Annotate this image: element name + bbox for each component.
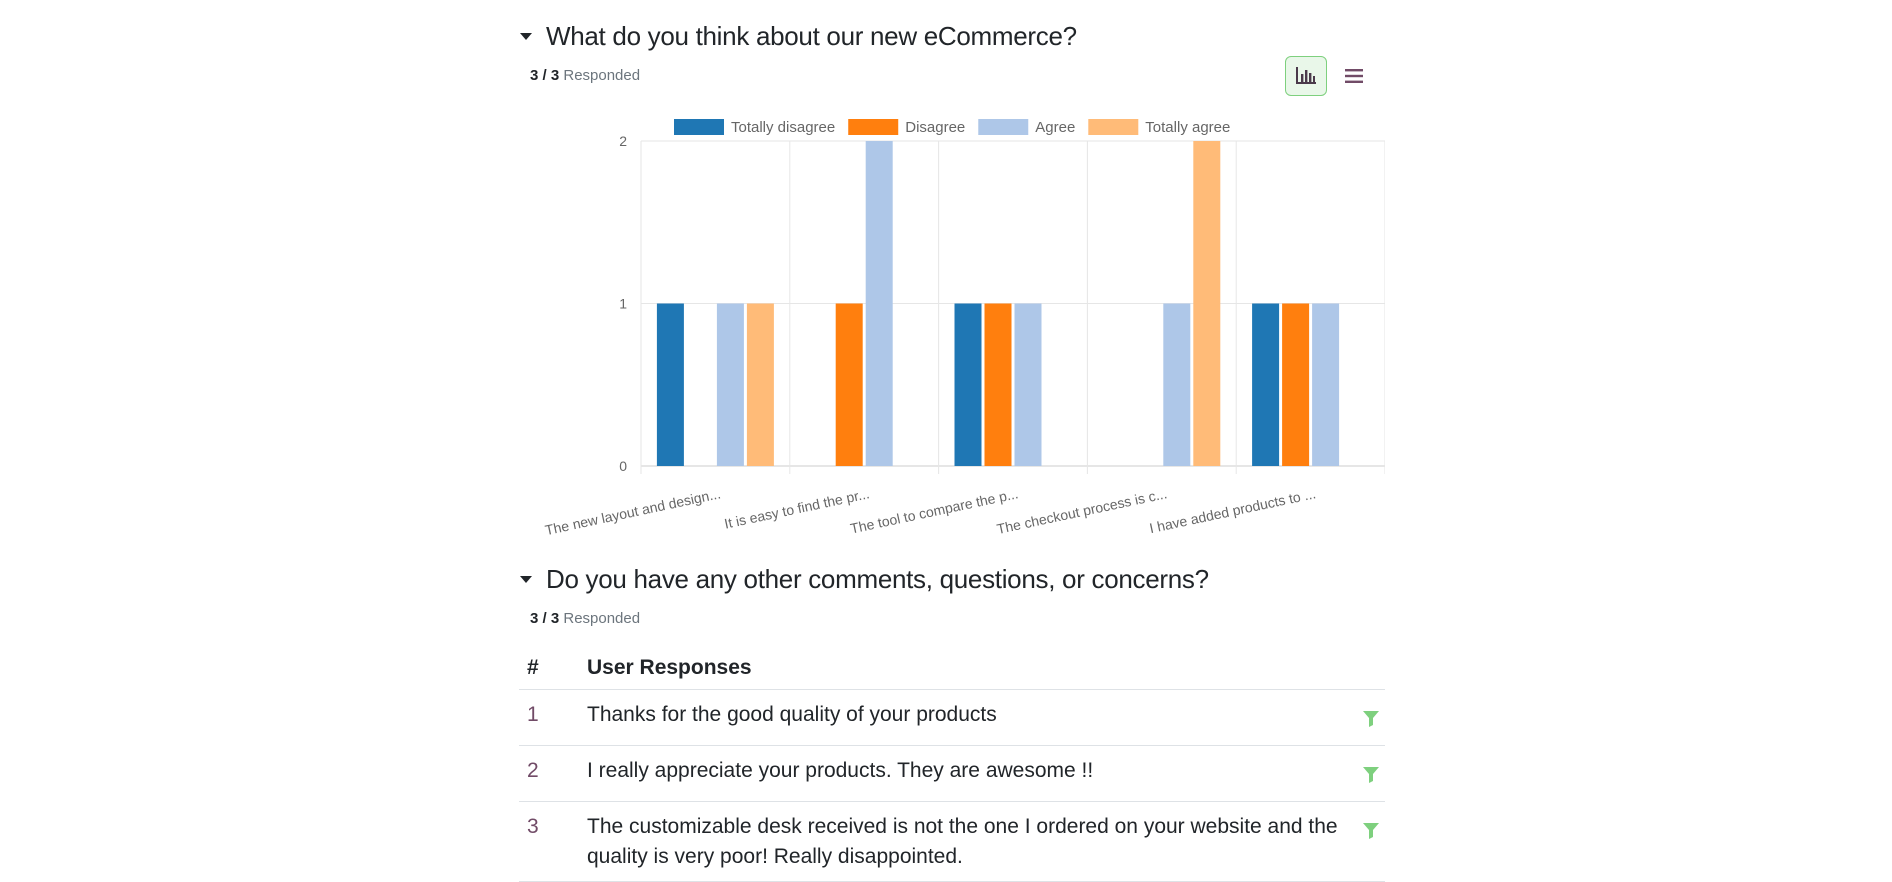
- filter-icon[interactable]: [1363, 762, 1379, 792]
- legend-label: Totally agree: [1145, 119, 1230, 136]
- column-header-number: #: [519, 647, 587, 690]
- collapse-caret-icon[interactable]: [520, 32, 532, 40]
- user-responses-table: # User Responses 1 Thanks for the good q…: [519, 647, 1385, 882]
- row-number: 3: [519, 801, 587, 882]
- column-header-responses: User Responses: [587, 647, 1351, 690]
- graph-view-button[interactable]: [1285, 56, 1327, 96]
- bar: [716, 303, 744, 466]
- bar: [746, 303, 774, 466]
- responded-label: Responded: [563, 609, 641, 627]
- question-2-responded: 3 / 3 Responded: [519, 603, 1385, 633]
- legend-label: Totally disagree: [731, 119, 835, 136]
- y-tick-label: 2: [619, 133, 627, 149]
- question-1-responded: 3 / 3 Responded: [519, 60, 1385, 90]
- question-2-header[interactable]: Do you have any other comments, question…: [519, 555, 1385, 603]
- bar: [865, 141, 893, 466]
- legend-label: Disagree: [905, 119, 965, 136]
- table-row: 2 I really appreciate your products. The…: [519, 745, 1385, 802]
- y-tick-label: 1: [619, 296, 627, 312]
- legend-swatch: [1088, 119, 1139, 135]
- x-tick-label: I have added products to ...: [1148, 485, 1317, 536]
- bar: [984, 303, 1012, 466]
- row-number: 1: [519, 689, 587, 746]
- responded-label: Responded: [563, 66, 641, 84]
- y-tick-label: 0: [619, 458, 627, 474]
- bar: [954, 303, 982, 466]
- responded-count: 3 / 3: [530, 609, 560, 627]
- bar: [1282, 303, 1310, 466]
- table-row: 3 The customizable desk received is not …: [519, 801, 1385, 882]
- view-toggle: [1285, 56, 1375, 96]
- x-tick-label: The new layout and design...: [544, 485, 722, 536]
- survey-results: What do you think about our new eCommerc…: [519, 0, 1385, 882]
- response-text: Thanks for the good quality of your prod…: [587, 689, 1351, 746]
- bar: [1014, 303, 1042, 466]
- responded-count: 3 / 3: [530, 66, 560, 84]
- question-2-title: Do you have any other comments, question…: [546, 563, 1209, 594]
- filter-icon[interactable]: [1363, 818, 1379, 848]
- x-tick-label: The tool to compare the p...: [849, 485, 1020, 536]
- row-number: 2: [519, 745, 587, 802]
- x-tick-label: The checkout process is c...: [995, 485, 1168, 536]
- table-row: 1 Thanks for the good quality of your pr…: [519, 689, 1385, 746]
- bar: [656, 303, 684, 466]
- bar: [1252, 303, 1280, 466]
- list-view-button[interactable]: [1333, 56, 1375, 96]
- list-icon: [1345, 69, 1363, 83]
- response-text: I really appreciate your products. They …: [587, 745, 1351, 802]
- bar: [1163, 303, 1191, 466]
- question-2-section: Do you have any other comments, question…: [519, 555, 1385, 882]
- column-header-filter: [1351, 647, 1385, 690]
- bar: [835, 303, 863, 466]
- legend-swatch: [674, 119, 724, 135]
- table-header-row: # User Responses: [519, 647, 1385, 690]
- bar-chart-icon: [1296, 67, 1316, 84]
- collapse-caret-icon[interactable]: [520, 575, 532, 583]
- legend-swatch: [978, 119, 1029, 135]
- bar: [1312, 303, 1340, 466]
- filter-icon[interactable]: [1363, 706, 1379, 736]
- response-text: The customizable desk received is not th…: [587, 801, 1351, 882]
- legend-swatch: [848, 119, 899, 135]
- bar: [1193, 141, 1221, 466]
- legend-label: Agree: [1035, 119, 1075, 136]
- question-1-header[interactable]: What do you think about our new eCommerc…: [519, 12, 1385, 60]
- question-1-title: What do you think about our new eCommerc…: [546, 20, 1077, 51]
